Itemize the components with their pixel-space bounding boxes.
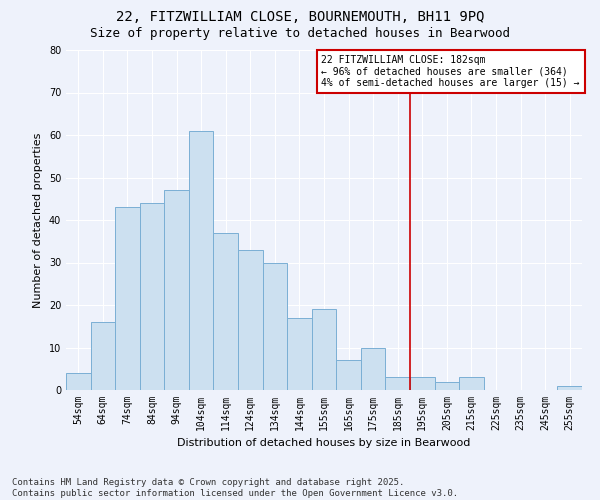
Bar <box>140 203 164 390</box>
Bar <box>238 250 263 390</box>
Bar <box>189 130 214 390</box>
Bar <box>312 309 336 390</box>
Bar <box>434 382 459 390</box>
Bar <box>66 373 91 390</box>
Bar <box>287 318 312 390</box>
Text: 22, FITZWILLIAM CLOSE, BOURNEMOUTH, BH11 9PQ: 22, FITZWILLIAM CLOSE, BOURNEMOUTH, BH11… <box>116 10 484 24</box>
Bar <box>164 190 189 390</box>
Bar <box>115 207 140 390</box>
X-axis label: Distribution of detached houses by size in Bearwood: Distribution of detached houses by size … <box>178 438 470 448</box>
Text: Size of property relative to detached houses in Bearwood: Size of property relative to detached ho… <box>90 28 510 40</box>
Text: Contains HM Land Registry data © Crown copyright and database right 2025.
Contai: Contains HM Land Registry data © Crown c… <box>12 478 458 498</box>
Bar <box>91 322 115 390</box>
Bar <box>410 378 434 390</box>
Bar <box>361 348 385 390</box>
Bar <box>263 262 287 390</box>
Bar <box>459 378 484 390</box>
Text: 22 FITZWILLIAM CLOSE: 182sqm
← 96% of detached houses are smaller (364)
4% of se: 22 FITZWILLIAM CLOSE: 182sqm ← 96% of de… <box>322 55 580 88</box>
Bar <box>336 360 361 390</box>
Bar <box>385 378 410 390</box>
Bar <box>557 386 582 390</box>
Bar <box>214 233 238 390</box>
Y-axis label: Number of detached properties: Number of detached properties <box>33 132 43 308</box>
